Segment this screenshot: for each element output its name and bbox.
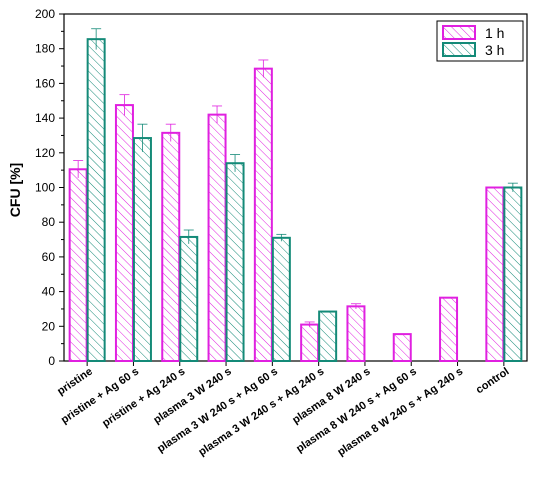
x-category-label: control <box>474 366 512 397</box>
x-category-label: plasma 3 W 240 s <box>151 366 233 427</box>
y-tick-label: 40 <box>42 285 56 299</box>
bar-series-1h <box>485 186 505 362</box>
y-tick-label: 120 <box>35 146 55 160</box>
y-tick-label: 180 <box>35 42 55 56</box>
bar-series-1h <box>161 131 181 362</box>
bar-series-3h <box>179 235 199 362</box>
y-tick-label: 200 <box>35 7 55 21</box>
bar-series-3h <box>225 162 245 362</box>
bar-series-3h <box>132 137 152 362</box>
bar-series-3h <box>86 38 106 362</box>
legend-swatch <box>442 25 476 40</box>
bar-series-1h <box>346 305 366 363</box>
x-category-label: pristine + Ag 60 s <box>59 366 141 427</box>
y-tick-label: 80 <box>42 215 56 229</box>
y-tick-label: 140 <box>35 111 55 125</box>
bar-series-1h <box>207 113 227 362</box>
x-category-label: pristine + Ag 240 s <box>100 366 187 430</box>
legend-label: 3 h <box>485 42 504 58</box>
x-category-label: plasma 8 W 240 s <box>290 366 372 427</box>
y-tick-label: 160 <box>35 76 55 90</box>
bar-series-3h <box>318 310 338 362</box>
y-tick-label: 20 <box>42 319 56 333</box>
y-tick-label: 0 <box>48 354 55 368</box>
bar-series-1h <box>114 104 134 363</box>
y-tick-label: 60 <box>42 250 56 264</box>
bar-series-3h <box>503 186 523 362</box>
bar-series-1h <box>392 333 412 363</box>
bar-series-1h <box>439 296 459 362</box>
x-category-label: pristine <box>55 366 95 398</box>
bar-series-3h <box>271 236 291 362</box>
bar-series-1h <box>253 67 273 362</box>
legend-label: 1 h <box>485 25 504 41</box>
bar-series-1h <box>68 168 88 362</box>
legend-swatch <box>442 42 476 57</box>
y-tick-label: 100 <box>35 181 55 195</box>
bar-series-1h <box>300 323 320 363</box>
y-axis-title: CFU [%] <box>7 163 23 217</box>
